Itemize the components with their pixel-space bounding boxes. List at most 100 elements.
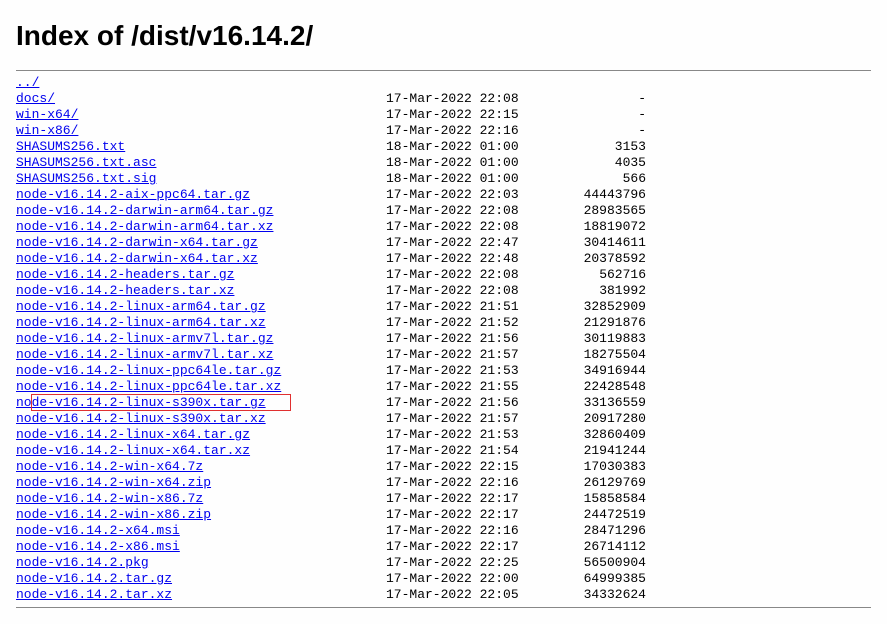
- listing-row: docs/17-Mar-2022 22:08 -: [16, 91, 871, 107]
- file-size: 56500904: [556, 555, 646, 571]
- file-date: 17-Mar-2022 21:57: [386, 411, 519, 427]
- file-link[interactable]: node-v16.14.2-headers.tar.xz: [16, 283, 234, 298]
- file-size: 33136559: [556, 395, 646, 411]
- file-link[interactable]: node-v16.14.2-linux-arm64.tar.xz: [16, 315, 266, 330]
- file-date: 17-Mar-2022 22:17: [386, 507, 519, 523]
- file-date: 18-Mar-2022 01:00: [386, 139, 519, 155]
- listing-row: node-v16.14.2-darwin-x64.tar.xz 17-Mar-20…: [16, 251, 871, 267]
- listing-row: node-v16.14.2-win-x64.zip 17-Mar-2022 22:…: [16, 475, 871, 491]
- file-link[interactable]: node-v16.14.2-linux-armv7l.tar.gz: [16, 331, 273, 346]
- file-link[interactable]: node-v16.14.2-darwin-x64.tar.gz: [16, 235, 258, 250]
- file-link[interactable]: node-v16.14.2-linux-ppc64le.tar.gz: [16, 363, 281, 378]
- file-date: 18-Mar-2022 01:00: [386, 155, 519, 171]
- file-size: 562716: [556, 267, 646, 283]
- file-size: 32860409: [556, 427, 646, 443]
- file-date: 17-Mar-2022 22:48: [386, 251, 519, 267]
- file-size: 20378592: [556, 251, 646, 267]
- listing-row: SHASUMS256.txt18-Mar-2022 01:003153: [16, 139, 871, 155]
- file-date: 17-Mar-2022 21:55: [386, 379, 519, 395]
- file-link[interactable]: node-v16.14.2-linux-armv7l.tar.xz: [16, 347, 273, 362]
- file-date: 17-Mar-2022 22:17: [386, 539, 519, 555]
- file-date: 17-Mar-2022 21:56: [386, 395, 519, 411]
- file-link[interactable]: node-v16.14.2-linux-s390x.tar.gz: [16, 395, 266, 410]
- listing-row: win-x86/17-Mar-2022 22:16-: [16, 123, 871, 139]
- file-date: 17-Mar-2022 22:16: [386, 123, 519, 139]
- file-size: 566: [556, 171, 646, 187]
- file-link[interactable]: node-v16.14.2.pkg: [16, 555, 149, 570]
- file-link[interactable]: node-v16.14.2-win-x86.zip: [16, 507, 211, 522]
- listing-row: ../: [16, 75, 871, 91]
- listing-row: node-v16.14.2-headers.tar.gz17-Mar-2022 …: [16, 267, 871, 283]
- file-size: 28471296: [556, 523, 646, 539]
- file-size: 28983565: [556, 203, 646, 219]
- file-link[interactable]: node-v16.14.2-headers.tar.gz: [16, 267, 234, 282]
- file-link[interactable]: node-v16.14.2-aix-ppc64.tar.gz: [16, 187, 250, 202]
- file-link[interactable]: node-v16.14.2-linux-ppc64le.tar.xz: [16, 379, 281, 394]
- file-link[interactable]: docs/: [16, 91, 55, 106]
- file-link[interactable]: node-v16.14.2-win-x86.7z: [16, 491, 203, 506]
- file-size: 30414611: [556, 235, 646, 251]
- file-date: 17-Mar-2022 21:53: [386, 363, 519, 379]
- file-size: 32852909: [556, 299, 646, 315]
- listing-row: win-x64/17-Mar-2022 22:15-: [16, 107, 871, 123]
- listing-row: node-v16.14.2-linux-armv7l.tar.xz 17-Mar-…: [16, 347, 871, 363]
- file-size: 26714112: [556, 539, 646, 555]
- file-date: 17-Mar-2022 22:03: [386, 187, 519, 203]
- file-link[interactable]: SHASUMS256.txt.sig: [16, 171, 156, 186]
- file-date: 17-Mar-2022 22:08: [386, 91, 519, 107]
- listing-row: node-v16.14.2.tar.gz 17-Mar-2022 22:00 649…: [16, 571, 871, 587]
- listing-row: node-v16.14.2-linux-armv7l.tar.gz17-Mar-…: [16, 331, 871, 347]
- page-title: Index of /dist/v16.14.2/: [16, 20, 871, 52]
- listing-row: node-v16.14.2-x64.msi 17-Mar-2022 22:16 28…: [16, 523, 871, 539]
- listing-row: node-v16.14.2-linux-ppc64le.tar.xz 17-Mar…: [16, 379, 871, 395]
- file-date: 17-Mar-2022 21:52: [386, 315, 519, 331]
- file-size: 64999385: [556, 571, 646, 587]
- listing-row: node-v16.14.2-darwin-arm64.tar.gz17-Mar-…: [16, 203, 871, 219]
- file-size: 24472519: [556, 507, 646, 523]
- file-link[interactable]: node-v16.14.2-darwin-arm64.tar.xz: [16, 219, 273, 234]
- file-size: 34916944: [556, 363, 646, 379]
- file-link[interactable]: node-v16.14.2-linux-arm64.tar.gz: [16, 299, 266, 314]
- file-link[interactable]: node-v16.14.2-linux-x64.tar.xz: [16, 443, 250, 458]
- file-size: 21291876: [556, 315, 646, 331]
- top-rule: [16, 70, 871, 71]
- file-link[interactable]: SHASUMS256.txt: [16, 139, 125, 154]
- listing-row: node-v16.14.2-darwin-x64.tar.gz 17-Mar-20…: [16, 235, 871, 251]
- file-link[interactable]: node-v16.14.2.tar.xz: [16, 587, 172, 602]
- bottom-rule: [16, 607, 871, 608]
- file-date: 17-Mar-2022 22:16: [386, 475, 519, 491]
- file-date: 17-Mar-2022 22:17: [386, 491, 519, 507]
- file-link[interactable]: node-v16.14.2.tar.gz: [16, 571, 172, 586]
- file-link[interactable]: node-v16.14.2-x86.msi: [16, 539, 180, 554]
- file-size: 20917280: [556, 411, 646, 427]
- file-link[interactable]: win-x86/: [16, 123, 78, 138]
- listing-row: node-v16.14.2-linux-arm64.tar.gz17-Mar-2…: [16, 299, 871, 315]
- file-link[interactable]: node-v16.14.2-linux-x64.tar.gz: [16, 427, 250, 442]
- file-link[interactable]: node-v16.14.2-win-x64.zip: [16, 475, 211, 490]
- file-date: 17-Mar-2022 22:05: [386, 587, 519, 603]
- listing-row: SHASUMS256.txt.sig18-Mar-2022 01:00566: [16, 171, 871, 187]
- file-size: 21941244: [556, 443, 646, 459]
- file-date: 17-Mar-2022 22:47: [386, 235, 519, 251]
- file-link[interactable]: node-v16.14.2-linux-s390x.tar.xz: [16, 411, 266, 426]
- listing-row: node-v16.14.2-win-x86.zip 17-Mar-2022 22:…: [16, 507, 871, 523]
- file-link[interactable]: node-v16.14.2-x64.msi: [16, 523, 180, 538]
- file-link[interactable]: node-v16.14.2-darwin-arm64.tar.gz: [16, 203, 273, 218]
- file-size: 381992: [556, 283, 646, 299]
- directory-listing: ../docs/17-Mar-2022 22:08-win-x64/17-Mar…: [16, 75, 871, 603]
- file-date: 17-Mar-2022 22:08: [386, 283, 519, 299]
- listing-row: node-v16.14.2-linux-s390x.tar.xz 17-Mar-2…: [16, 411, 871, 427]
- file-date: 17-Mar-2022 21:57: [386, 347, 519, 363]
- file-date: 17-Mar-2022 22:15: [386, 459, 519, 475]
- file-link[interactable]: node-v16.14.2-darwin-x64.tar.xz: [16, 251, 258, 266]
- file-link[interactable]: win-x64/: [16, 107, 78, 122]
- listing-row: node-v16.14.2.pkg 17-Mar-2022 22:25 565009…: [16, 555, 871, 571]
- file-date: 17-Mar-2022 22:25: [386, 555, 519, 571]
- listing-row: node-v16.14.2-linux-ppc64le.tar.gz 17-Mar…: [16, 363, 871, 379]
- file-link[interactable]: ../: [16, 75, 39, 90]
- file-link[interactable]: node-v16.14.2-win-x64.7z: [16, 459, 203, 474]
- file-date: 17-Mar-2022 22:16: [386, 523, 519, 539]
- file-link[interactable]: SHASUMS256.txt.asc: [16, 155, 156, 170]
- file-date: 17-Mar-2022 22:00: [386, 571, 519, 587]
- file-size: -: [556, 91, 646, 107]
